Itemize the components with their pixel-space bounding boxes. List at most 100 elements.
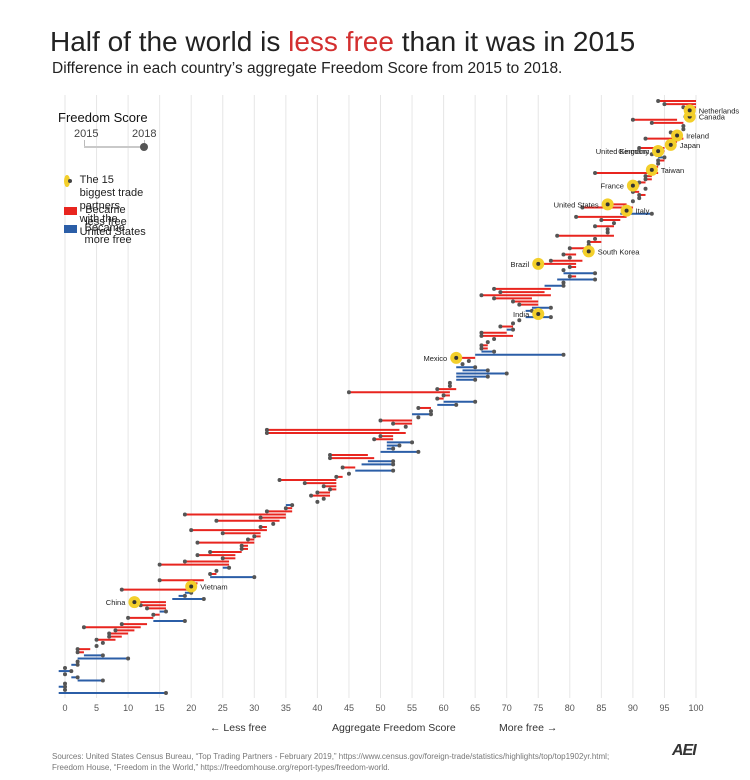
score-2018-point — [157, 578, 162, 583]
country-row — [479, 333, 514, 338]
country-row — [544, 283, 566, 288]
score-2018-point — [681, 127, 686, 132]
score-2018-point — [643, 136, 648, 141]
score-2018-point — [264, 427, 269, 432]
score-2018-point — [220, 556, 225, 561]
score-2018-point — [245, 537, 250, 542]
country-row — [593, 224, 614, 229]
score-2018-point — [428, 412, 433, 417]
score-2018-point — [511, 327, 516, 332]
score-2018-point — [656, 158, 661, 163]
score-2018-point — [492, 349, 497, 354]
score-2018-point — [454, 402, 459, 407]
country-row — [567, 265, 577, 270]
x-tick-label: 60 — [439, 703, 449, 713]
score-2018-point — [75, 659, 80, 664]
trade-partner-center — [132, 600, 137, 605]
country-row — [630, 117, 678, 122]
score-2018-point — [63, 672, 67, 677]
score-2018-point — [416, 405, 421, 410]
score-2018-point — [637, 196, 642, 201]
country-row — [83, 653, 105, 658]
score-2018-point — [63, 687, 67, 692]
score-2018-point — [567, 255, 572, 260]
country-row — [479, 343, 488, 348]
country-row — [479, 293, 551, 298]
score-2018-point — [214, 568, 219, 573]
score-2018-point — [201, 597, 206, 602]
country-row — [435, 387, 457, 392]
country-row — [222, 565, 232, 570]
trade-partner-label: United Kingdom — [596, 147, 649, 156]
x-tick-label: 50 — [375, 703, 385, 713]
score-2018-point — [567, 265, 572, 270]
score-2018-point — [264, 431, 269, 436]
score-2018-point — [593, 224, 598, 229]
score-2018-point — [473, 365, 478, 370]
score-2018-point — [586, 239, 591, 244]
country-row — [208, 550, 242, 555]
trade-partner-label: Vietnam — [200, 583, 227, 592]
country-row — [145, 606, 166, 611]
score-2018-point — [643, 177, 648, 182]
country-row — [563, 271, 598, 276]
country-row — [517, 302, 539, 307]
trade-partner-label: Canada — [699, 113, 726, 122]
country-row — [271, 521, 276, 526]
country-row — [460, 362, 465, 367]
score-2018-point — [479, 343, 484, 348]
country-row — [126, 615, 154, 620]
score-2018-point — [271, 521, 276, 526]
country-row — [182, 512, 286, 517]
country-row — [258, 524, 267, 529]
score-2018-point — [208, 571, 213, 576]
x-tick-label: 40 — [312, 703, 322, 713]
trade-partner-mexico: Mexico — [423, 351, 463, 364]
country-row — [511, 321, 516, 326]
country-row — [283, 506, 293, 511]
country-row — [428, 409, 433, 414]
country-row — [367, 459, 396, 464]
country-row — [555, 233, 614, 238]
country-row — [605, 227, 610, 232]
score-2018-point — [466, 358, 471, 363]
country-row — [328, 487, 337, 492]
country-row — [561, 252, 577, 257]
x-tick-label: 10 — [123, 703, 133, 713]
source-note: Sources: United States Census Bureau, “T… — [52, 752, 610, 772]
country-row — [630, 199, 635, 204]
score-2018-point — [492, 286, 497, 291]
country-row — [75, 659, 80, 664]
country-row — [94, 644, 99, 649]
score-2018-point — [100, 678, 105, 683]
country-row — [107, 634, 122, 639]
country-row — [462, 368, 490, 373]
country-row — [656, 158, 665, 163]
trade-partner-japan: Japan — [664, 138, 700, 151]
score-2018-point — [511, 321, 516, 326]
country-row — [557, 277, 598, 282]
country-row — [498, 324, 514, 329]
score-2018-point — [548, 305, 553, 310]
country-row — [574, 214, 627, 219]
trade-partner-center — [454, 355, 459, 360]
score-2018-point — [100, 640, 105, 645]
country-row — [517, 318, 522, 323]
country-row — [561, 268, 566, 273]
score-2018-point — [649, 120, 654, 125]
country-row — [77, 656, 131, 661]
country-row — [386, 443, 402, 448]
country-row — [210, 575, 257, 580]
score-2018-point — [182, 512, 187, 517]
score-2018-point — [479, 293, 484, 298]
score-2018-point — [63, 681, 67, 686]
score-2018-point — [561, 252, 566, 257]
trade-partner-south-korea: South Korea — [582, 245, 640, 258]
country-row — [252, 534, 261, 539]
score-2018-point — [567, 274, 572, 279]
score-2018-point — [561, 268, 566, 273]
country-row — [498, 290, 545, 295]
score-2018-point — [403, 424, 408, 429]
score-2018-point — [126, 656, 131, 661]
trade-partner-label: China — [106, 598, 126, 607]
